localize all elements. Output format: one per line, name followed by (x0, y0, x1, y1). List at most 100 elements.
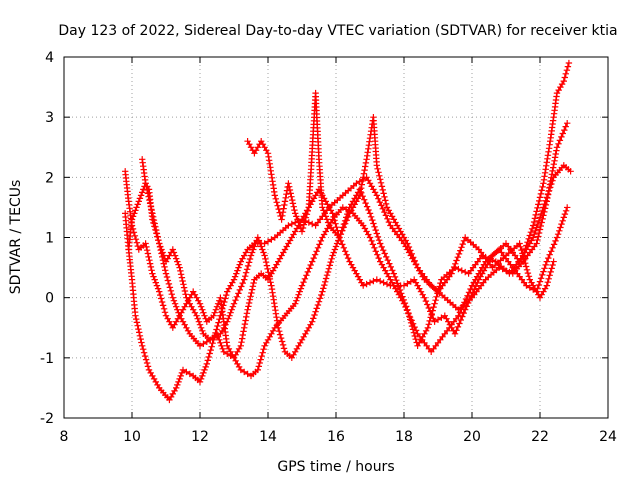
data-point (200, 309, 207, 316)
data-point (323, 216, 331, 223)
data-point (526, 232, 533, 239)
data-point (181, 287, 189, 295)
data-point (385, 218, 393, 226)
data-point (217, 339, 224, 346)
data-point (156, 288, 163, 295)
data-point (183, 368, 190, 376)
data-point (374, 233, 382, 240)
data-point (458, 244, 465, 251)
data-point (147, 203, 155, 210)
data-point (455, 265, 462, 273)
data-point (429, 307, 436, 314)
data-point (163, 273, 171, 281)
data-point (377, 277, 384, 285)
data-point (304, 268, 311, 276)
data-point (540, 212, 547, 219)
data-point (176, 375, 183, 383)
data-point (197, 375, 205, 383)
data-point (201, 366, 208, 374)
data-point (382, 212, 390, 219)
data-point (153, 282, 161, 289)
data-point (238, 339, 245, 346)
data-point (264, 265, 271, 273)
data-point (375, 254, 382, 262)
data-point (533, 240, 540, 247)
data-point (400, 282, 408, 289)
data-point (367, 213, 375, 220)
data-point (248, 249, 256, 256)
data-point (321, 210, 328, 217)
data-point (157, 295, 165, 302)
y-tick-label: 3 (45, 110, 54, 126)
x-tick-label: 8 (60, 429, 69, 445)
data-point (462, 268, 469, 276)
data-point (173, 255, 180, 262)
data-point (372, 248, 379, 255)
data-point (259, 246, 266, 253)
data-point (457, 247, 464, 254)
data-point (131, 210, 138, 217)
data-point (133, 239, 141, 246)
data-point (561, 126, 568, 134)
data-point (171, 252, 179, 259)
data-point (300, 279, 307, 286)
data-point (539, 183, 546, 191)
data-point (393, 277, 400, 284)
data-point (146, 260, 154, 267)
data-point (337, 230, 345, 238)
data-point (455, 312, 462, 319)
data-point (454, 323, 462, 331)
data-point (407, 278, 414, 285)
data-point (159, 257, 167, 264)
data-point (548, 265, 555, 272)
data-point (196, 321, 204, 328)
y-tick-label: -2 (40, 411, 54, 427)
data-point (317, 237, 325, 245)
data-point (394, 280, 401, 287)
data-point (162, 270, 170, 277)
data-point (263, 262, 271, 269)
data-point (137, 192, 145, 199)
data-point (155, 237, 162, 244)
data-point (522, 263, 530, 270)
series-arc-b (122, 174, 557, 404)
data-point (256, 359, 263, 367)
data-point (210, 334, 217, 341)
data-point (186, 370, 193, 378)
data-point (302, 214, 310, 221)
data-point (375, 169, 382, 176)
data-point (144, 190, 152, 197)
data-point (310, 315, 317, 322)
data-point (227, 352, 234, 359)
data-point (237, 366, 244, 374)
data-point (152, 223, 159, 230)
data-point (247, 293, 254, 300)
data-point (563, 67, 571, 74)
data-point (175, 309, 182, 316)
data-point (180, 284, 188, 291)
data-point (139, 342, 146, 349)
data-point (457, 316, 464, 324)
data-point (279, 341, 287, 349)
data-point (265, 157, 273, 164)
data-point (271, 192, 278, 199)
data-point (407, 319, 415, 326)
data-point (169, 294, 176, 301)
data-point (147, 263, 155, 271)
data-point (140, 349, 148, 356)
data-point (556, 137, 564, 144)
data-point (426, 317, 433, 325)
data-point (539, 271, 546, 279)
data-point (395, 283, 402, 290)
data-point (424, 324, 431, 331)
data-point (209, 340, 216, 347)
data-point (216, 336, 223, 343)
data-point (236, 286, 243, 294)
data-point (549, 167, 556, 175)
data-point (406, 313, 413, 320)
data-point (244, 306, 251, 313)
data-point (324, 219, 332, 226)
data-point (404, 280, 411, 287)
data-point (311, 251, 319, 258)
